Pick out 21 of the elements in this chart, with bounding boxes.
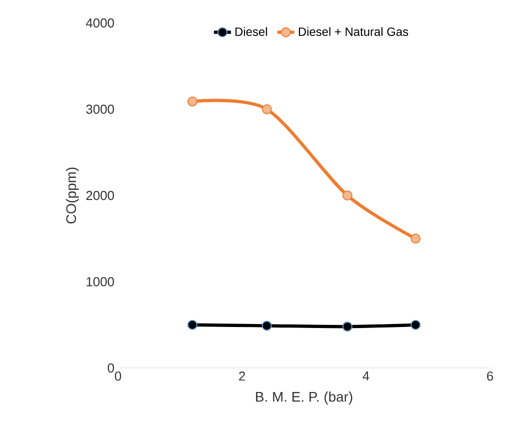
y-tick-label: 2000 [86,190,114,200]
x-tick-label: 4 [362,372,370,380]
y-tick-label: 4000 [86,18,114,28]
x-tick-label: 0 [114,372,122,381]
point [342,322,352,332]
y-tick-label: 1000 [86,277,114,286]
point [342,190,352,200]
point [187,320,198,330]
point [410,234,421,244]
y-axis-title: CO(ppm) [66,168,79,224]
x-axis-title: B. M. E. P. (bar) [256,392,352,405]
point [262,320,272,331]
x-tick-label: 2 [239,372,245,381]
point [187,96,198,106]
y-tick-label: 3000 [86,104,114,114]
y-tick-label: 0 [108,363,114,373]
x-tick-label: 6 [487,372,494,381]
point [410,320,421,330]
point [262,104,272,114]
legend-label: Diesel [236,27,267,36]
legend-label: Diesel + Natural Gas [298,27,408,36]
